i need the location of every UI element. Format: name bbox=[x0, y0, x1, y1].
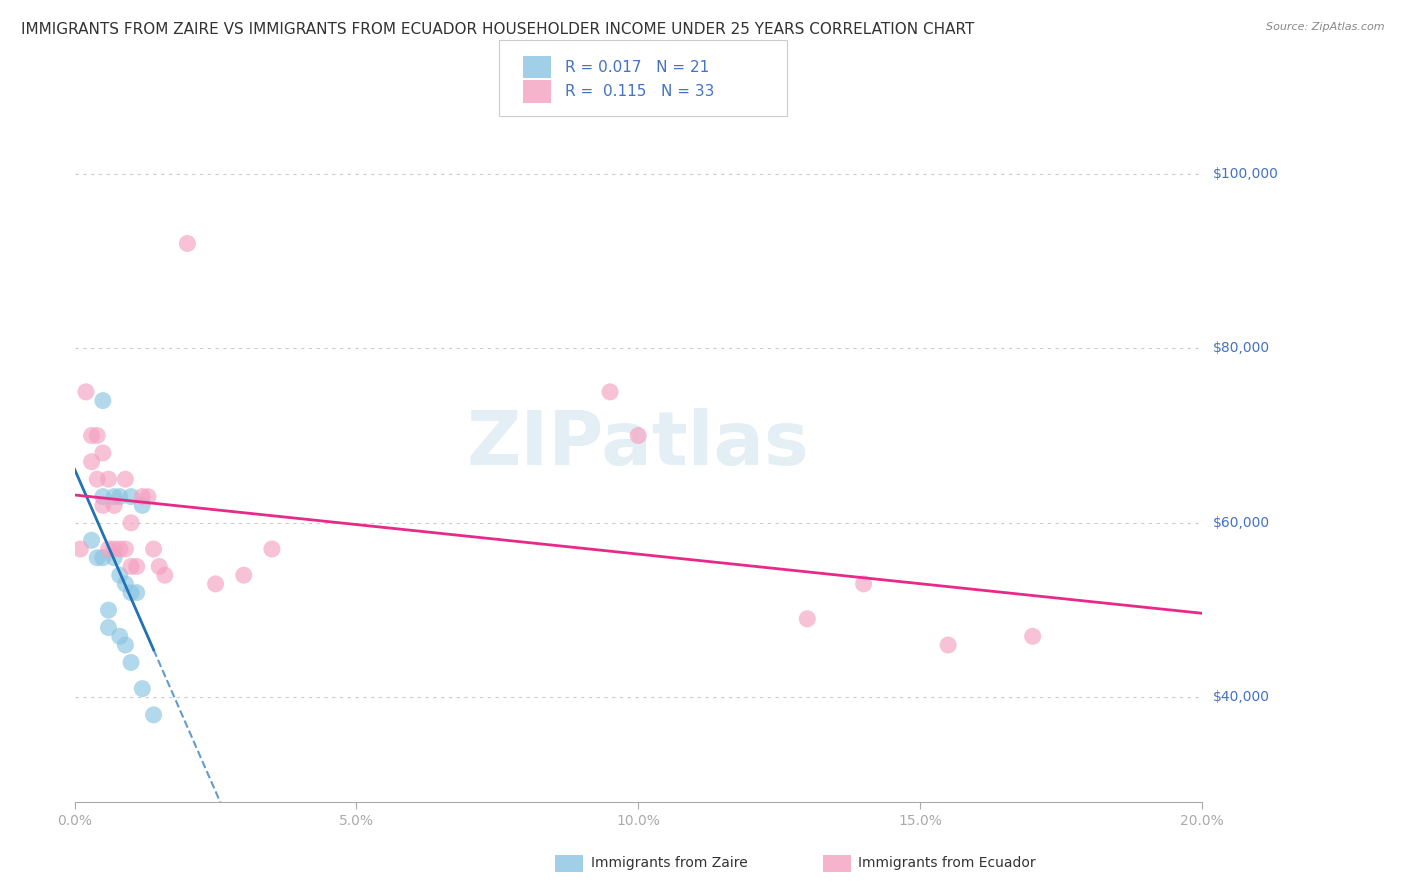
Point bbox=[131, 490, 153, 504]
Point bbox=[120, 656, 142, 670]
Point bbox=[852, 577, 875, 591]
Text: Immigrants from Zaire: Immigrants from Zaire bbox=[591, 856, 747, 871]
Point bbox=[86, 550, 108, 565]
Text: Source: ZipAtlas.com: Source: ZipAtlas.com bbox=[1267, 22, 1385, 32]
Text: Immigrants from Ecuador: Immigrants from Ecuador bbox=[858, 856, 1035, 871]
Point bbox=[125, 559, 148, 574]
Point bbox=[796, 612, 818, 626]
Point bbox=[97, 603, 120, 617]
Point bbox=[131, 499, 153, 513]
Point bbox=[125, 585, 148, 599]
Point bbox=[114, 541, 136, 556]
Point bbox=[108, 490, 131, 504]
Point bbox=[599, 384, 621, 399]
Point bbox=[204, 577, 226, 591]
Text: $40,000: $40,000 bbox=[1213, 690, 1270, 705]
Point bbox=[86, 428, 108, 442]
Text: ZIPatlas: ZIPatlas bbox=[467, 408, 810, 481]
Point bbox=[91, 393, 114, 408]
Text: $60,000: $60,000 bbox=[1213, 516, 1270, 530]
Point bbox=[136, 490, 159, 504]
Point bbox=[114, 577, 136, 591]
Point bbox=[142, 707, 165, 722]
Point bbox=[232, 568, 254, 582]
Point bbox=[80, 428, 103, 442]
Point bbox=[108, 568, 131, 582]
Point bbox=[91, 490, 114, 504]
Point bbox=[108, 629, 131, 643]
Point bbox=[91, 499, 114, 513]
Point bbox=[627, 428, 650, 442]
Text: IMMIGRANTS FROM ZAIRE VS IMMIGRANTS FROM ECUADOR HOUSEHOLDER INCOME UNDER 25 YEA: IMMIGRANTS FROM ZAIRE VS IMMIGRANTS FROM… bbox=[21, 22, 974, 37]
Point bbox=[936, 638, 959, 652]
Point bbox=[103, 550, 125, 565]
Point bbox=[75, 384, 97, 399]
Text: $80,000: $80,000 bbox=[1213, 342, 1270, 355]
Point bbox=[176, 236, 198, 251]
Point bbox=[97, 621, 120, 635]
Text: $100,000: $100,000 bbox=[1213, 167, 1279, 181]
Point bbox=[120, 559, 142, 574]
Point bbox=[91, 446, 114, 460]
Point bbox=[260, 541, 283, 556]
Point bbox=[108, 541, 131, 556]
Text: R =  0.115   N = 33: R = 0.115 N = 33 bbox=[565, 84, 714, 99]
Point bbox=[142, 541, 165, 556]
Point bbox=[97, 541, 120, 556]
Point bbox=[114, 638, 136, 652]
Point bbox=[114, 472, 136, 486]
Point bbox=[80, 533, 103, 548]
Point bbox=[1021, 629, 1043, 643]
Point bbox=[120, 516, 142, 530]
Point bbox=[80, 455, 103, 469]
Text: R = 0.017   N = 21: R = 0.017 N = 21 bbox=[565, 60, 710, 75]
Point bbox=[120, 585, 142, 599]
Point bbox=[69, 541, 91, 556]
Point bbox=[153, 568, 176, 582]
Point bbox=[91, 550, 114, 565]
Point bbox=[120, 490, 142, 504]
Point bbox=[148, 559, 170, 574]
Point bbox=[103, 541, 125, 556]
Point bbox=[103, 490, 125, 504]
Point bbox=[86, 472, 108, 486]
Point bbox=[131, 681, 153, 696]
Point bbox=[97, 472, 120, 486]
Point bbox=[103, 499, 125, 513]
